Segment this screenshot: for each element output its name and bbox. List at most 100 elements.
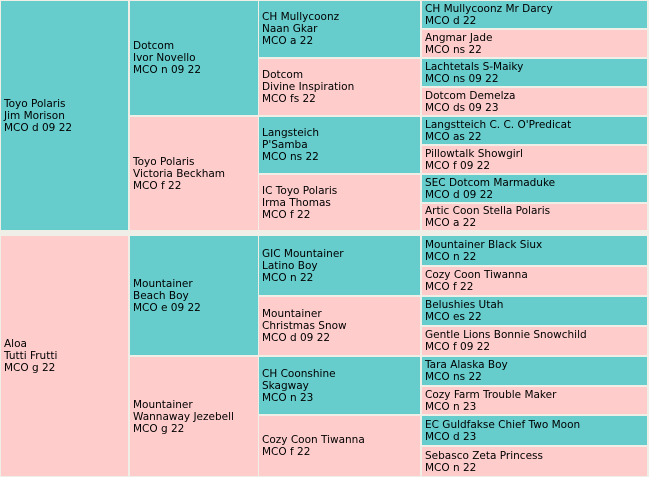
cat-title-name: CH Coonshine [262, 367, 336, 380]
cat-breed-code: MCO n 09 22 [133, 64, 202, 76]
cat-name: Sebasco Zeta Princess [425, 449, 543, 462]
cat-breed-code: MCO es 22 [425, 311, 482, 323]
cat-breed-code: MCO g 22 [133, 422, 185, 435]
cat-name: Christmas Snow [262, 320, 347, 332]
cat-title-name: Dotcom [133, 40, 175, 52]
pedigree-dam[interactable]: Mountainer Wannaway Jezebell MCO g 22 [130, 357, 258, 476]
cat-breed-code: MCO fs 22 [262, 93, 316, 105]
pedigree-g3-entry[interactable]: Langsteich P'Samba MCO ns 22 [259, 117, 420, 173]
cat-breed-code: MCO n 22 [425, 461, 477, 474]
pedigree-g4-entry[interactable]: Mountainer Black Siux MCO n 22 [422, 236, 647, 265]
pedigree-separator [0, 231, 649, 235]
cat-breed-code: MCO a 22 [262, 35, 314, 47]
cat-breed-code: MCO ns 09 22 [425, 72, 499, 85]
cat-title-name: Mountainer [262, 308, 322, 320]
cat-name: Angmar Jade [425, 31, 493, 44]
cat-breed-code: MCO e 09 22 [133, 301, 201, 314]
cat-breed-code: MCO n 23 [262, 391, 314, 404]
pedigree-g4-entry[interactable]: Pillowtalk Showgirl MCO f 09 22 [422, 146, 647, 173]
cat-name: Lachtetals S-Maiky [425, 60, 524, 73]
cat-title-name: Mountainer [133, 398, 193, 411]
cat-name: Mountainer Black Siux [425, 238, 543, 251]
pedigree-g4-entry[interactable]: Lachtetals S-Maiky MCO ns 09 22 [422, 59, 647, 86]
pedigree-g4-entry[interactable]: Belushies Utah MCO es 22 [422, 297, 647, 325]
cat-breed-code: MCO d 23 [425, 430, 477, 443]
pedigree-sire[interactable]: Dotcom Ivor Novello MCO n 09 22 [130, 1, 258, 115]
pedigree-g3-entry[interactable]: Dotcom Divine Inspiration MCO fs 22 [259, 59, 420, 115]
cat-breed-code: MCO ns 22 [425, 43, 482, 56]
pedigree-g3-entry[interactable]: CH Mullycoonz Naan Gkar MCO a 22 [259, 1, 420, 57]
cat-name: Jim Morison [4, 109, 65, 122]
pedigree-g4-entry[interactable]: Cozy Farm Trouble Maker MCO n 23 [422, 387, 647, 414]
cat-name: Tutti Frutti [4, 350, 58, 362]
cat-name: Beach Boy [133, 289, 189, 302]
pedigree-subject-sire-side[interactable]: Toyo Polaris Jim Morison MCO d 09 22 [1, 1, 128, 230]
pedigree-subject-dam-side[interactable]: Aloa Tutti Frutti MCO g 22 [1, 236, 128, 476]
cat-name: Victoria Beckham [133, 167, 226, 180]
cat-breed-code: MCO d 09 22 [4, 121, 73, 134]
cat-breed-code: MCO d 22 [425, 14, 477, 27]
cat-breed-code: MCO n 23 [425, 400, 477, 413]
cat-title-name: Toyo Polaris [133, 155, 195, 168]
cat-name: Cozy Farm Trouble Maker [425, 388, 557, 401]
pedigree-g3-entry[interactable]: IC Toyo Polaris Irma Thomas MCO f 22 [259, 175, 420, 230]
cat-name: Naan Gkar [262, 23, 318, 35]
cat-name: Gentle Lions Bonnie Snowchild [425, 329, 587, 341]
cat-breed-code: MCO ns 22 [262, 151, 319, 163]
pedigree-g4-entry[interactable]: Dotcom Demelza MCO ds 09 23 [422, 88, 647, 115]
cat-name: P'Samba [262, 139, 308, 151]
cat-name: Belushies Utah [425, 299, 504, 311]
cat-name: EC Guldfakse Chief Two Moon [425, 418, 581, 431]
cat-title-name: GIC Mountainer [262, 247, 344, 260]
pedigree-g4-entry[interactable]: Gentle Lions Bonnie Snowchild MCO f 09 2… [422, 327, 647, 355]
cat-name: CH Mullycoonz Mr Darcy [425, 2, 553, 15]
cat-breed-code: MCO ds 09 23 [425, 101, 499, 114]
cat-title-name: Dotcom [262, 69, 304, 81]
pedigree-g4-entry[interactable]: Cozy Coon Tiwanna MCO f 22 [422, 267, 647, 295]
cat-name: Tara Alaska Boy [425, 359, 508, 371]
pedigree-g3-entry[interactable]: GIC Mountainer Latino Boy MCO n 22 [259, 236, 420, 295]
cat-name: SEC Dotcom Marmaduke [425, 176, 556, 189]
cat-breed-code: MCO f 09 22 [425, 341, 491, 353]
cat-breed-code: MCO d 09 22 [425, 188, 494, 201]
cat-title-name: Mountainer [133, 277, 193, 290]
pedigree-g4-entry[interactable]: Sebasco Zeta Princess MCO n 22 [422, 447, 647, 476]
pedigree-dam[interactable]: Toyo Polaris Victoria Beckham MCO f 22 [130, 117, 258, 230]
cat-name: Cozy Coon Tiwanna [425, 269, 528, 281]
pedigree-g3-entry[interactable]: CH Coonshine Skagway MCO n 23 [259, 357, 420, 414]
cat-breed-code: MCO f 22 [425, 281, 474, 293]
cat-breed-code: MCO n 22 [425, 250, 477, 263]
cat-breed-code: MCO f 22 [133, 179, 182, 192]
pedigree-g4-entry[interactable]: CH Mullycoonz Mr Darcy MCO d 22 [422, 1, 647, 28]
cat-breed-code: MCO as 22 [425, 130, 482, 143]
cat-title-name: IC Toyo Polaris [262, 184, 338, 197]
cat-breed-code: MCO f 22 [262, 208, 311, 221]
pedigree-sire[interactable]: Mountainer Beach Boy MCO e 09 22 [130, 236, 258, 355]
cat-name: Wannaway Jezebell [133, 410, 234, 423]
cat-name: Latino Boy [262, 259, 318, 272]
cat-breed-code: MCO ns 22 [425, 371, 482, 383]
cat-title-name: Toyo Polaris [4, 97, 66, 110]
cat-breed-code: MCO a 22 [425, 217, 477, 229]
cat-name: Langstteich C. C. O'Predicat [425, 118, 572, 131]
cat-title-name: Aloa [4, 338, 27, 350]
cat-name: Ivor Novello [133, 52, 196, 64]
pedigree-g3-entry[interactable]: Mountainer Christmas Snow MCO d 09 22 [259, 297, 420, 355]
pedigree-g4-entry[interactable]: EC Guldfakse Chief Two Moon MCO d 23 [422, 416, 647, 445]
cat-title-name: Cozy Coon Tiwanna [262, 434, 365, 446]
cat-title-name: CH Mullycoonz [262, 11, 340, 23]
cat-name: Divine Inspiration [262, 81, 355, 93]
cat-breed-code: MCO g 22 [4, 362, 56, 374]
cat-breed-code: MCO f 22 [262, 446, 311, 458]
cat-name: Pillowtalk Showgirl [425, 147, 523, 160]
pedigree-g4-entry[interactable]: Tara Alaska Boy MCO ns 22 [422, 357, 647, 385]
pedigree-g3-entry[interactable]: Cozy Coon Tiwanna MCO f 22 [259, 416, 420, 476]
pedigree-g4-entry[interactable]: Artic Coon Stella Polaris MCO a 22 [422, 204, 647, 230]
pedigree-g4-entry[interactable]: Langstteich C. C. O'Predicat MCO as 22 [422, 117, 647, 144]
cat-title-name: Langsteich [262, 127, 319, 139]
pedigree-g4-entry[interactable]: SEC Dotcom Marmaduke MCO d 09 22 [422, 175, 647, 202]
cat-name: Skagway [262, 379, 309, 392]
pedigree-g4-entry[interactable]: Angmar Jade MCO ns 22 [422, 30, 647, 57]
cat-breed-code: MCO d 09 22 [262, 332, 331, 344]
cat-breed-code: MCO f 09 22 [425, 159, 491, 172]
